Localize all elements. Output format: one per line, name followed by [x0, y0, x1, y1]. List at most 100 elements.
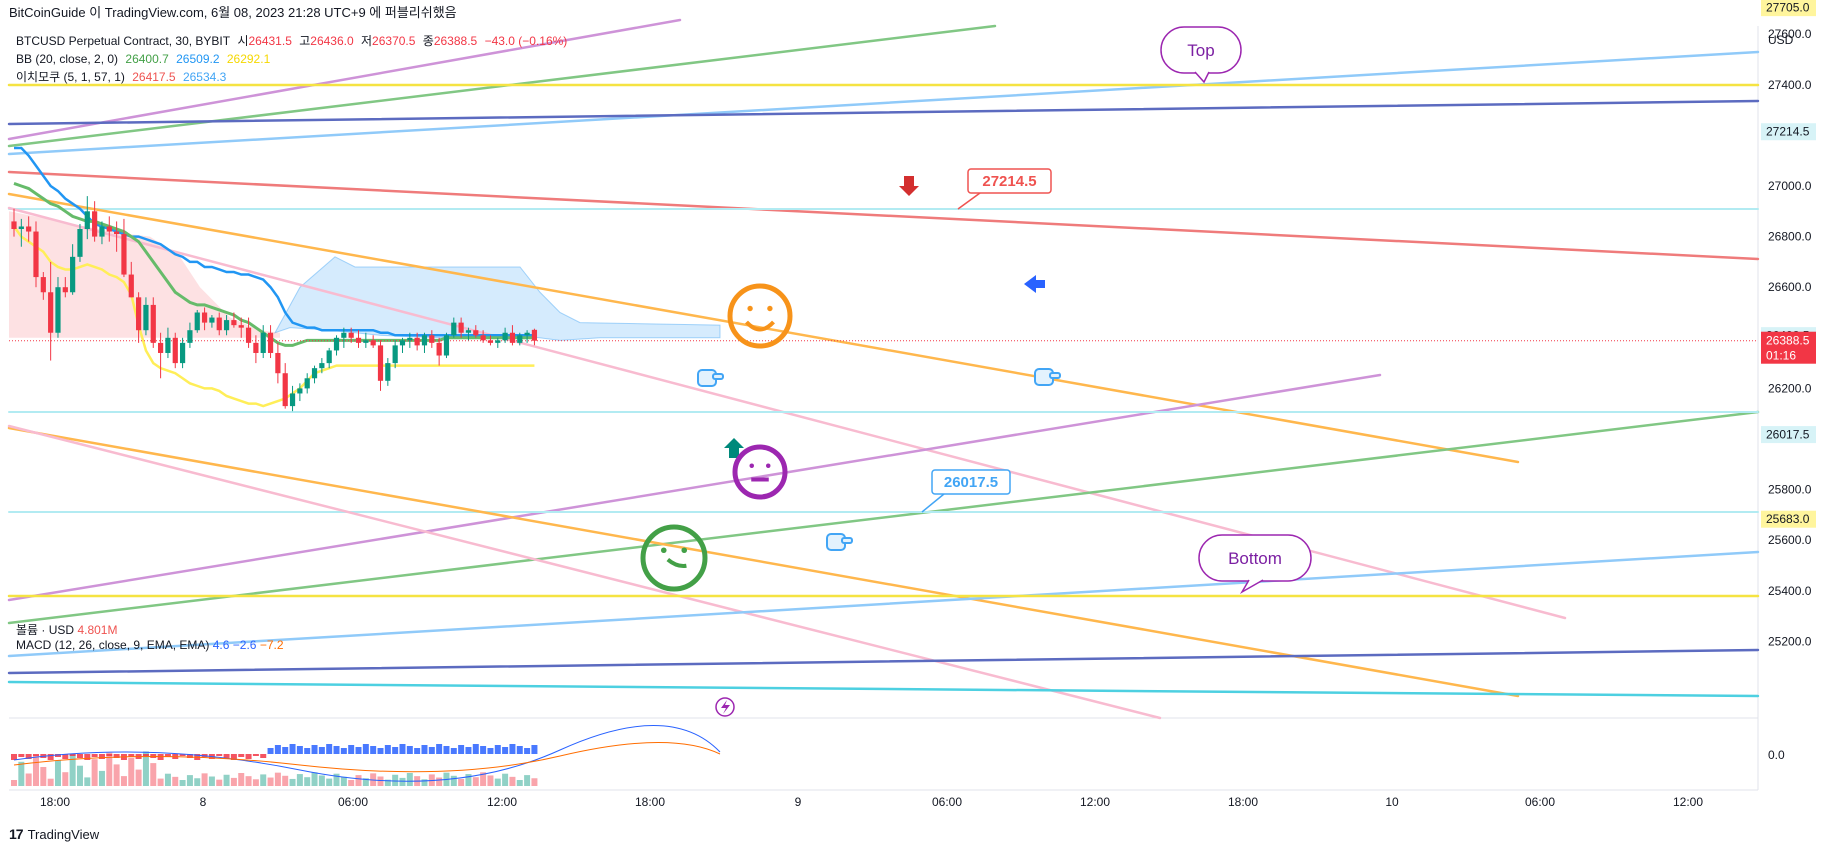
candle	[114, 221, 120, 252]
lightning-bolt	[721, 700, 730, 714]
trend-line-green-lower[interactable]	[7, 410, 1760, 625]
price-tag[interactable]: 25683.0	[1761, 510, 1816, 528]
macd-histogram-bar	[355, 747, 362, 754]
candle	[99, 221, 105, 245]
time-tick-label: 12:00	[1080, 795, 1110, 809]
candle	[355, 330, 362, 348]
price-tag[interactable]: 27214.5	[1761, 123, 1816, 141]
volume-bar	[164, 773, 171, 786]
volume-macd-pane	[11, 725, 721, 786]
volume-bar	[304, 777, 311, 786]
lightning-icon[interactable]	[715, 697, 735, 717]
candle-body	[238, 325, 244, 328]
macd-histogram-bar	[465, 747, 472, 754]
top-bubble[interactable]: Top	[1160, 26, 1242, 84]
candle-body	[253, 342, 259, 353]
candle-body	[40, 277, 46, 293]
ohlc-low: 저26370.5	[361, 34, 416, 48]
candle-body	[495, 340, 501, 343]
candle	[11, 208, 17, 237]
price-tag-bg	[1761, 510, 1816, 528]
candle	[341, 327, 347, 348]
volume-bar	[465, 774, 472, 786]
trend-line-purple-lower[interactable]	[7, 373, 1382, 602]
arrow-left-icon[interactable]	[1024, 275, 1045, 293]
pointing-hand-icon-3[interactable]	[826, 533, 853, 551]
smiley-happy-icon-eye-left	[747, 305, 753, 312]
trend-line-blue-lower[interactable]	[7, 550, 1760, 658]
smiley-unsure-icon[interactable]	[640, 524, 708, 592]
time-axis[interactable]: 18:00 8 06:00 12:00 18:00 9 06:00 12:00 18:00 10 0…	[40, 795, 1703, 809]
candle-body	[70, 256, 76, 293]
price-tag[interactable]: 27705.0	[1761, 0, 1816, 17]
candle-body	[179, 342, 186, 364]
trend-line-navy-upper[interactable]	[7, 99, 1760, 126]
smiley-happy-icon[interactable]	[727, 283, 793, 349]
volume-bar	[223, 774, 230, 786]
volume-label[interactable]: 볼륨 · USD	[16, 623, 75, 637]
macd-histogram-bar	[487, 748, 494, 754]
candle-body	[209, 317, 215, 323]
candle-body	[341, 332, 347, 338]
trend-line-navy-lower[interactable]	[7, 648, 1760, 675]
price-tag-text: 26017.5	[1766, 428, 1810, 442]
macd-value-3: −7.2	[259, 638, 284, 652]
volume-bar	[311, 772, 318, 786]
bb-label[interactable]: BB (20, close, 2, 0)	[16, 52, 119, 66]
macd-histogram-bar	[223, 754, 230, 758]
arrow-up-icon[interactable]	[724, 438, 744, 458]
price-tag[interactable]: 26388.501:16	[1761, 331, 1816, 364]
volume-bar	[274, 772, 281, 786]
pointing-hand-icon[interactable]	[697, 369, 724, 387]
smiley-neutral-icon[interactable]	[732, 444, 788, 500]
candle	[436, 337, 442, 366]
trend-line-red[interactable]	[7, 170, 1760, 261]
arrow-down-icon[interactable]	[899, 176, 919, 196]
pointing-hand-icon-2[interactable]	[1034, 368, 1061, 386]
macd-histogram-bar	[252, 754, 259, 756]
trend-line-teal[interactable]	[7, 680, 1760, 698]
footer-brand[interactable]: TradingView	[27, 826, 100, 842]
macd-value-2: −2.6	[232, 638, 257, 652]
price-axis[interactable]: 0.0USD27800.027600.027400.027200.027000.…	[1761, 0, 1816, 762]
candle	[289, 385, 296, 412]
trend-line-blue-upper[interactable]	[7, 50, 1760, 156]
trend-line-pink-lower[interactable]	[7, 424, 1162, 720]
price-tick-label: 25800.0	[1768, 483, 1812, 497]
macd-histogram-bar	[436, 744, 443, 754]
candle-body	[297, 388, 303, 394]
tradingview-logo-icon[interactable]: 17	[9, 826, 24, 842]
symbol-name[interactable]: BTCUSD Perpetual Contract, 30, BYBIT	[16, 34, 231, 48]
candle	[531, 328, 538, 346]
volume-bar	[18, 761, 25, 786]
smiley-happy-icon-outline	[727, 283, 793, 349]
candle	[414, 332, 420, 351]
candle-body	[128, 274, 134, 298]
volume-bar	[230, 777, 237, 786]
trend-line-orange-lower[interactable]	[7, 426, 1520, 698]
candle	[70, 244, 76, 295]
price-tag-text: 27214.5	[1766, 125, 1810, 139]
candle	[392, 340, 398, 369]
volume-bar	[128, 757, 135, 786]
macd-label[interactable]: MACD (12, 26, close, 9, EMA, EMA)	[16, 638, 210, 652]
ohlc-high: 고26436.0	[299, 34, 354, 48]
bottom-bubble[interactable]: Bottom	[1198, 534, 1312, 595]
candle-body	[319, 363, 325, 369]
candle	[267, 325, 274, 359]
macd-legend: MACD (12, 26, close, 9, EMA, EMA) 4.6 −2…	[16, 637, 284, 653]
macd-histogram-bar	[494, 745, 501, 754]
callout-26017[interactable]: 26017.5	[921, 469, 1011, 513]
trend-line-purple-upper[interactable]	[7, 18, 682, 141]
bottom-bubble-text: Bottom	[1228, 549, 1282, 568]
macd-histogram-bar	[98, 754, 105, 759]
publisher-text: BitCoinGuide 이 TradingView.com, 6월 08, 2…	[9, 5, 457, 20]
volume-value: 4.801M	[77, 623, 118, 637]
price-tag[interactable]: 26017.5	[1761, 426, 1816, 444]
callout-27214[interactable]: 27214.5	[957, 168, 1052, 210]
candle	[209, 315, 215, 328]
macd-histogram-bar	[260, 754, 267, 758]
candle-body	[355, 337, 362, 343]
ichimoku-label[interactable]: 이치모쿠 (5, 1, 57, 1)	[16, 70, 125, 84]
